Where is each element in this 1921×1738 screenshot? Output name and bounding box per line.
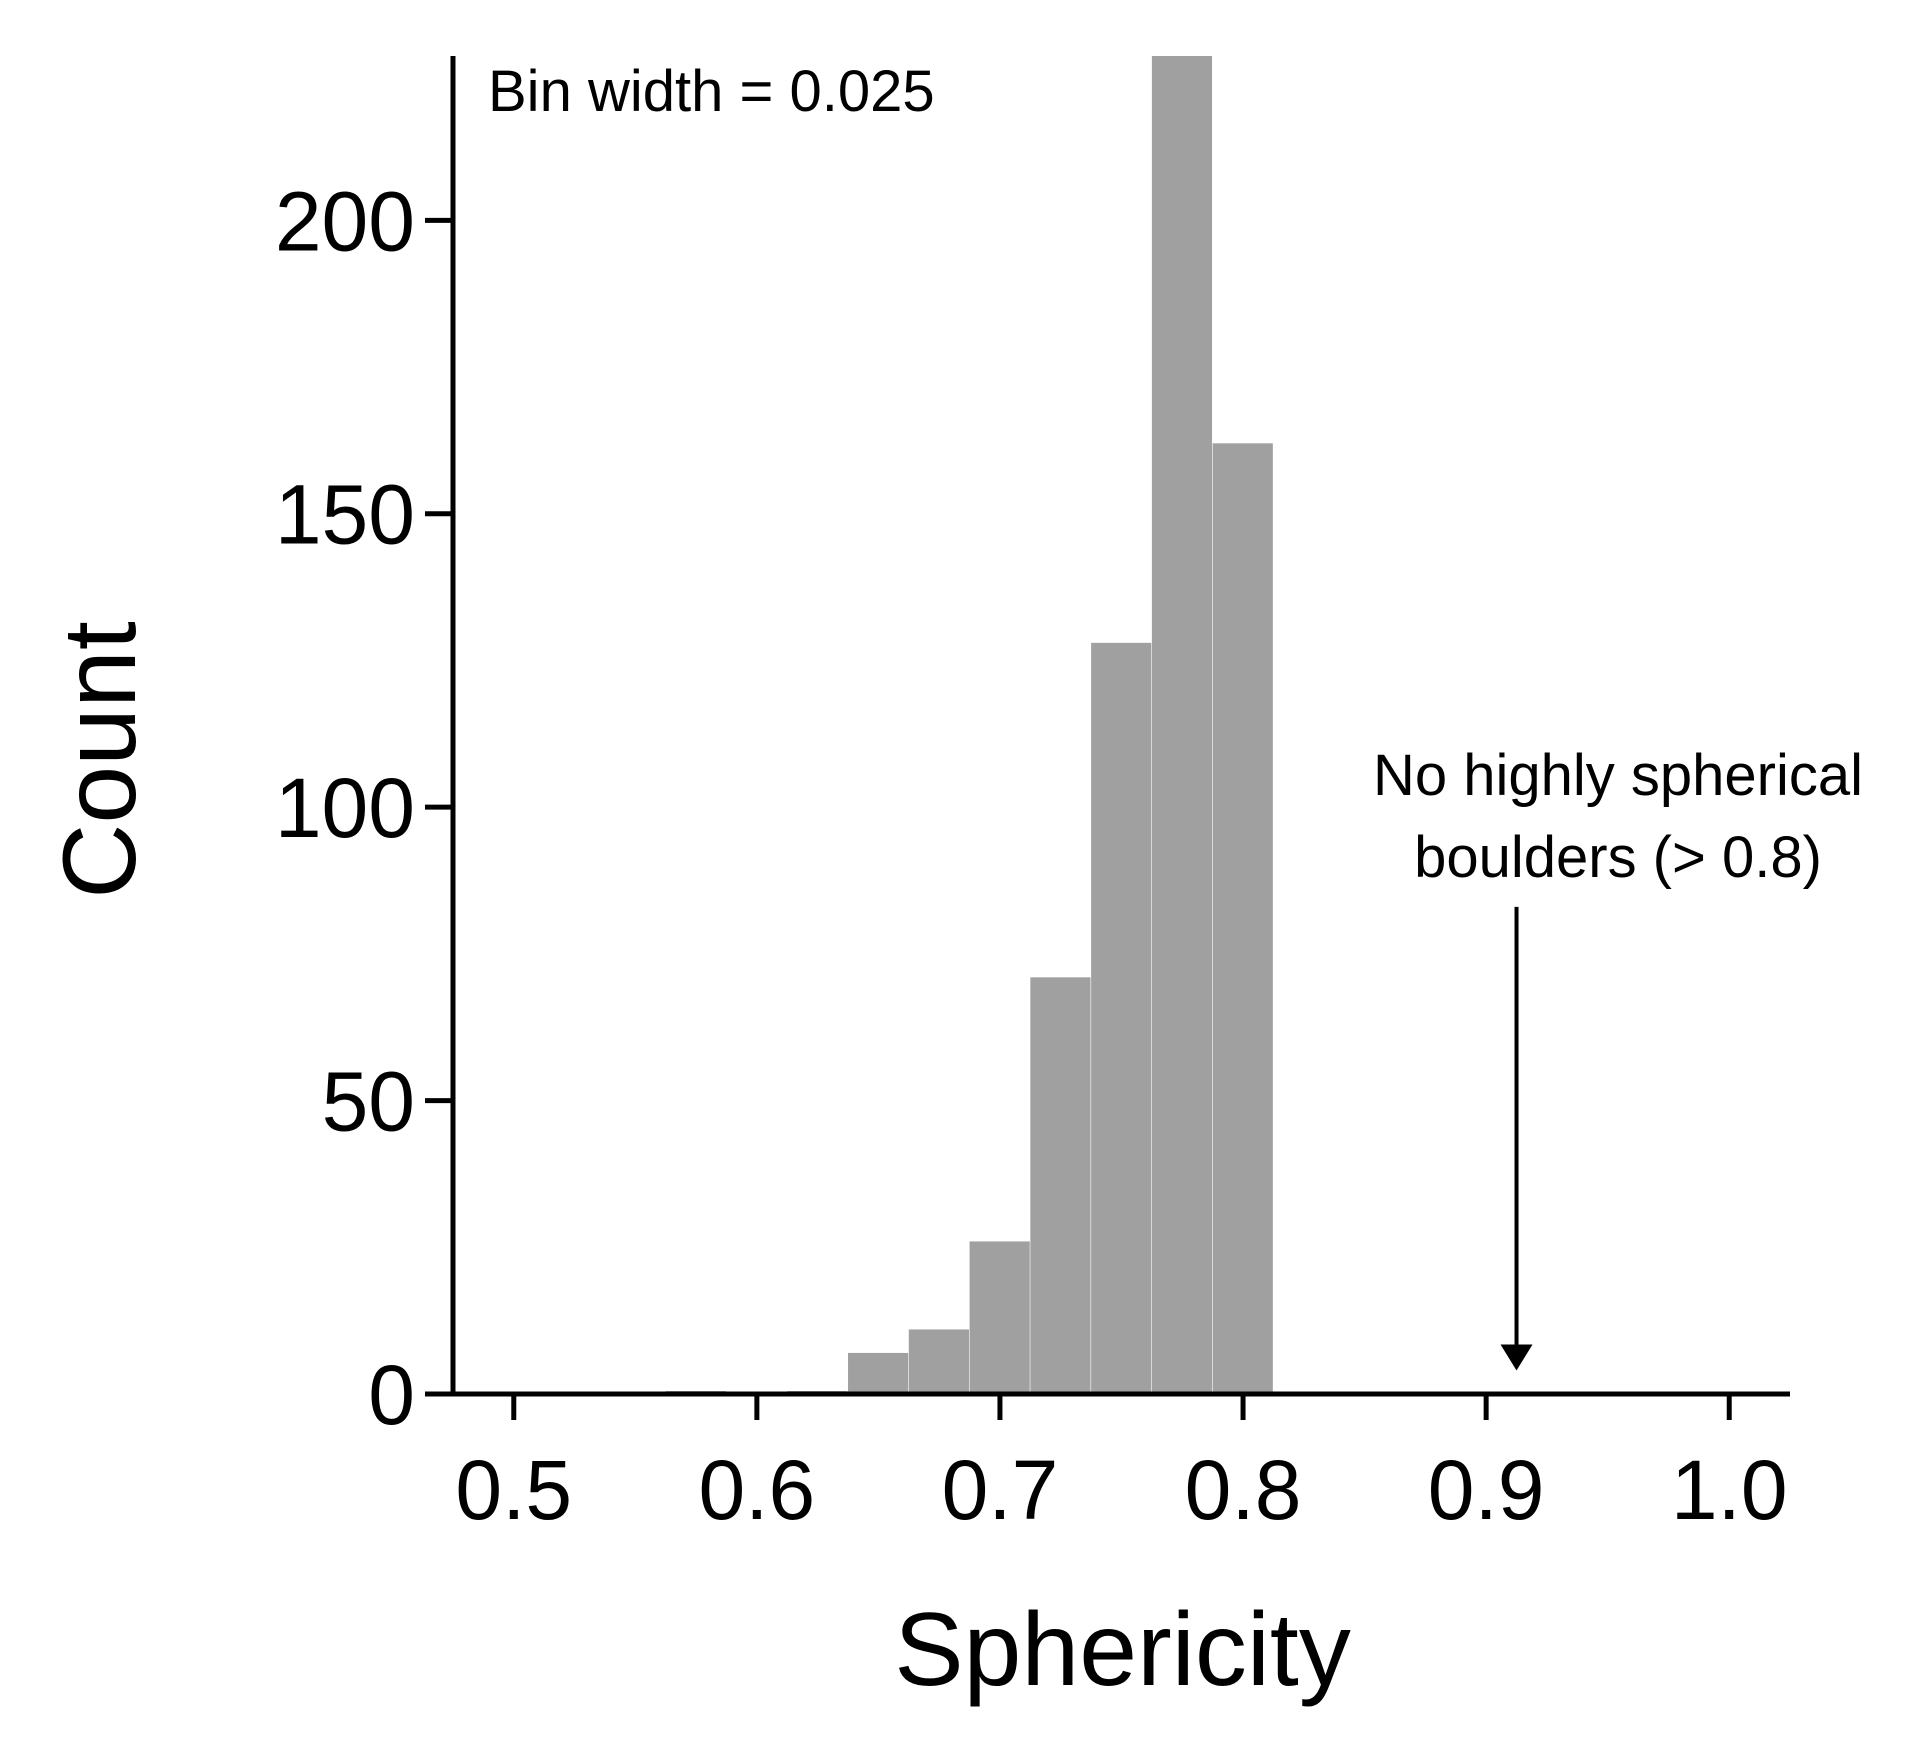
- y-tick-label-2: 100: [275, 761, 415, 855]
- y-tick-label-0: 0: [368, 1348, 415, 1442]
- y-axis-title: Count: [42, 621, 158, 899]
- y-tick-label-3: 150: [275, 468, 415, 562]
- histogram-bar-7: [1091, 642, 1152, 1394]
- x-axis-title: Sphericity: [894, 1592, 1351, 1708]
- x-ticks-group: 0.5 0.6 0.7 0.8 0.9 1.0: [455, 1394, 1788, 1537]
- histogram-bar-8: [1151, 56, 1213, 1394]
- annotation-group: No highly spherical boulders (> 0.8): [1373, 743, 1863, 1371]
- y-ticks-group: 0 50 100 150 200: [275, 174, 453, 1442]
- x-tick-label-0: 0.5: [455, 1443, 572, 1537]
- y-tick-label-4: 200: [275, 174, 415, 268]
- histogram-bar-9: [1212, 443, 1273, 1394]
- x-tick-label-1: 0.6: [698, 1443, 815, 1537]
- x-tick-label-4: 0.9: [1428, 1443, 1545, 1537]
- x-tick-label-5: 1.0: [1671, 1443, 1788, 1537]
- bars-group: [665, 56, 1273, 1394]
- annotation-line-1: No highly spherical: [1373, 743, 1863, 808]
- histogram-bar-5: [969, 1241, 1030, 1394]
- y-tick-label-1: 50: [322, 1055, 415, 1149]
- annotation-arrowhead: [1500, 1344, 1533, 1371]
- bin-width-note: Bin width = 0.025: [488, 59, 935, 124]
- annotation-line-2: boulders (> 0.8): [1414, 825, 1822, 890]
- x-tick-label-2: 0.7: [942, 1443, 1059, 1537]
- x-tick-label-3: 0.8: [1185, 1443, 1302, 1537]
- histogram-bar-4: [908, 1329, 969, 1394]
- histogram-bar-6: [1030, 977, 1091, 1394]
- histogram-bar-3: [848, 1352, 909, 1394]
